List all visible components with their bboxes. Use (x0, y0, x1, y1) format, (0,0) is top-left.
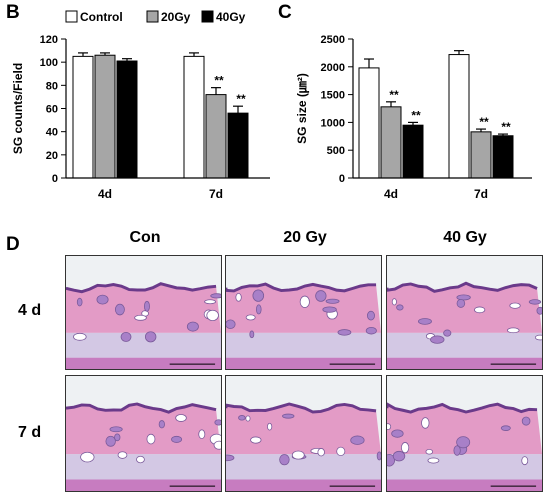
histology-image-40gy-4d (386, 255, 543, 370)
bar-charts: 0 20 40 60 80 100 120 ** ** 4d 7d SG counts/Field Co… (11, 10, 532, 201)
histology-image-40gy-7d (386, 375, 543, 492)
tissue-section-picture (226, 376, 381, 491)
row-header-4d: 4 d (18, 302, 42, 319)
size-bar (358, 67, 380, 179)
counts-ytick-label: 120 (40, 34, 58, 46)
histology-image-20gy-7d (225, 375, 382, 492)
counts-ylabel: SG counts/Field (11, 63, 25, 154)
size-bar (402, 124, 424, 179)
histology-image-con-7d (65, 375, 222, 492)
size-significance-label: ** (389, 88, 399, 102)
size-bar (470, 131, 492, 179)
legend-label-0: Control (80, 10, 123, 24)
counts-bar (116, 60, 138, 179)
tissue-section-picture (226, 256, 381, 369)
panel-letter-b: B (6, 2, 20, 23)
legend-swatch-2 (201, 10, 214, 23)
size-ytick-label: 0 (339, 173, 345, 185)
counts-ytick-label: 100 (40, 57, 58, 69)
tissue-section-picture (66, 256, 221, 369)
counts-ytick-label: 40 (46, 127, 58, 139)
col-header-con: Con (129, 229, 161, 246)
size-bar (492, 135, 514, 179)
counts-bar (72, 55, 94, 179)
counts-significance-label: ** (214, 74, 224, 88)
legend-swatch-1 (146, 10, 159, 23)
counts-xtick-label: 7d (209, 187, 223, 201)
size-significance-label: ** (411, 108, 421, 122)
size-bar (448, 54, 470, 179)
counts-bar (205, 94, 227, 179)
size-xtick-label: 7d (474, 187, 488, 201)
col-header-20gy: 20 Gy (283, 229, 327, 246)
size-xtick-label: 4d (384, 187, 398, 201)
counts-bar (227, 112, 249, 179)
counts-bar (183, 55, 205, 179)
legend-label-2: 40Gy (216, 10, 246, 24)
size-ylabel: SG size (㎛²) (295, 73, 309, 144)
counts-significance-label: ** (236, 92, 246, 106)
histology-image-20gy-4d (225, 255, 382, 370)
size-bar (380, 106, 402, 179)
counts-ytick-label: 20 (46, 150, 58, 162)
panel-letter-c: C (278, 2, 292, 23)
legend-label-1: 20Gy (161, 10, 191, 24)
counts-ytick-label: 0 (52, 173, 58, 185)
counts-ytick-label: 60 (46, 104, 58, 116)
size-ytick-label: 1000 (321, 117, 345, 129)
panel-letter-d: D (6, 234, 20, 255)
size-significance-label: ** (501, 120, 511, 134)
counts-ytick-label: 80 (46, 80, 58, 92)
size-significance-label: ** (479, 115, 489, 129)
size-ytick-label: 1500 (321, 90, 345, 102)
tissue-section-picture (66, 376, 221, 491)
col-header-40gy: 40 Gy (443, 229, 487, 246)
size-ytick-label: 2500 (321, 34, 345, 46)
tissue-section-picture (387, 376, 542, 491)
size-ytick-label: 2000 (321, 62, 345, 74)
counts-bar (94, 54, 116, 179)
size-ytick-label: 500 (327, 145, 345, 157)
row-header-7d: 7 d (18, 424, 42, 441)
tissue-section-picture (387, 256, 542, 369)
counts-xtick-label: 4d (98, 187, 112, 201)
histology-image-con-4d (65, 255, 222, 370)
legend-swatch-0 (65, 10, 78, 23)
